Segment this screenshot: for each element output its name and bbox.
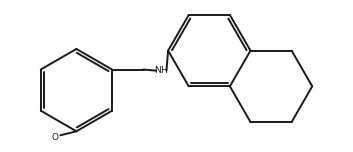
Text: O: O — [51, 133, 58, 142]
Text: NH: NH — [154, 66, 168, 75]
